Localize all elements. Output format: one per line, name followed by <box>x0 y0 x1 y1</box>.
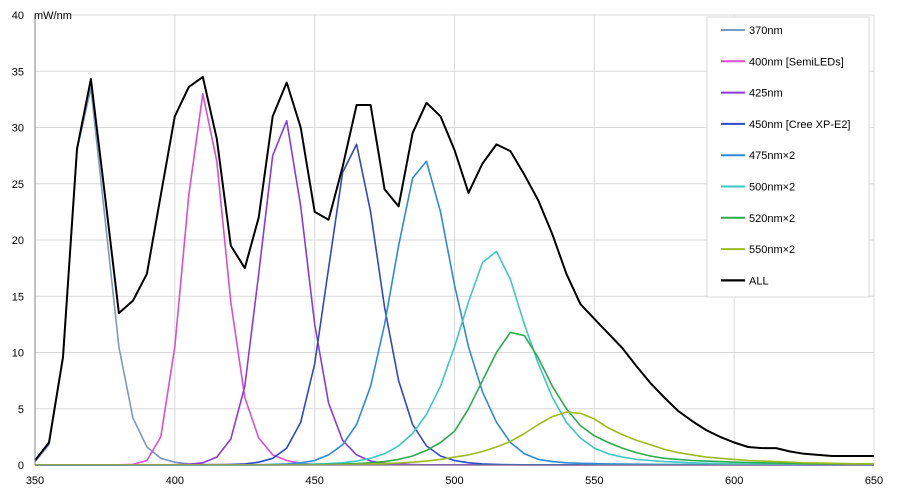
y-tick-label: 25 <box>12 179 24 191</box>
x-tick-label: 650 <box>865 475 883 487</box>
legend-label: 450nm [Cree XP-E2] <box>749 119 851 131</box>
y-unit-label: mW/nm <box>34 10 72 22</box>
y-tick-label: 20 <box>12 235 24 247</box>
x-tick-label: 500 <box>445 475 463 487</box>
series-line-all <box>34 75 874 462</box>
legend-label: 370nm <box>749 25 783 37</box>
legend-label: ALL <box>749 275 769 287</box>
legend-label: 500nm×2 <box>749 182 795 194</box>
y-tick-label: 35 <box>12 66 24 78</box>
y-tick-label: 15 <box>12 291 24 303</box>
legend-label: 475nm×2 <box>749 150 795 162</box>
legend-box <box>706 16 870 298</box>
legend: 370nm 400nm [SemiLEDs] 425nm 450nm [Cree XP… <box>706 16 870 298</box>
y-tick-label: 5 <box>18 404 24 416</box>
y-tick-label: 30 <box>12 123 24 135</box>
x-tick-label: 600 <box>725 475 743 487</box>
tick-labels: 0 5 10 15 20 25 30 35 40 350 400 450 500 550 600 650 <box>12 10 883 487</box>
legend-label: 400nm [SemiLEDs] <box>749 56 844 68</box>
x-tick-label: 400 <box>166 475 184 487</box>
y-tick-label: 10 <box>12 348 24 360</box>
axes <box>34 15 874 466</box>
y-tick-label: 0 <box>18 460 24 472</box>
x-tick-label: 350 <box>26 475 44 487</box>
legend-label: 550nm×2 <box>749 244 795 256</box>
legend-label: 520nm×2 <box>749 213 795 225</box>
legend-label: 425nm <box>749 88 783 100</box>
x-tick-label: 550 <box>585 475 603 487</box>
x-tick-label: 450 <box>305 475 323 487</box>
y-tick-label: 40 <box>12 10 24 22</box>
